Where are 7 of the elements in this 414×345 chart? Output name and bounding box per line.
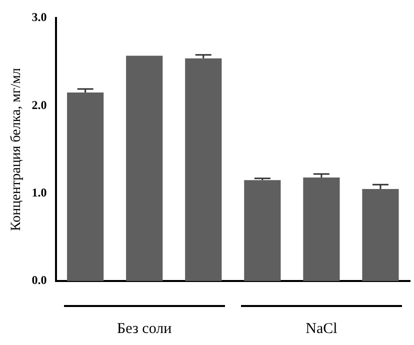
y-tick-label: 2.0 bbox=[32, 98, 47, 112]
y-axis-title: Концентрация белка, мг/мл bbox=[9, 68, 24, 232]
text: NaCl bbox=[306, 320, 338, 337]
y-tick-label: 0.0 bbox=[32, 273, 47, 288]
y-tick-label: 3.0 bbox=[32, 10, 47, 24]
text: Без соли bbox=[117, 320, 172, 337]
y-tick-label: 1.0 bbox=[32, 185, 47, 200]
